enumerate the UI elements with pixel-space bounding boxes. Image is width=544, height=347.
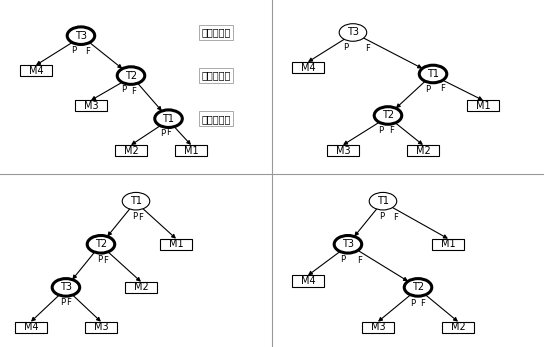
Text: F: F xyxy=(85,47,90,56)
Circle shape xyxy=(369,192,397,210)
Text: F: F xyxy=(138,213,143,222)
Text: F: F xyxy=(66,298,71,307)
FancyBboxPatch shape xyxy=(75,100,107,111)
Text: M4: M4 xyxy=(23,322,38,332)
Text: P: P xyxy=(340,255,345,264)
FancyBboxPatch shape xyxy=(362,322,394,333)
FancyBboxPatch shape xyxy=(432,239,464,250)
FancyBboxPatch shape xyxy=(15,322,47,333)
Text: P: P xyxy=(97,255,102,264)
Text: P: P xyxy=(378,126,383,135)
Text: T2: T2 xyxy=(412,282,424,293)
Circle shape xyxy=(52,279,79,296)
Text: P: P xyxy=(71,46,76,55)
Circle shape xyxy=(154,110,182,127)
Text: M2: M2 xyxy=(123,146,138,155)
Text: M3: M3 xyxy=(336,146,350,155)
FancyBboxPatch shape xyxy=(115,145,147,156)
Text: T1: T1 xyxy=(377,196,389,206)
Text: P: P xyxy=(160,128,165,137)
Circle shape xyxy=(67,27,95,44)
FancyBboxPatch shape xyxy=(20,65,52,76)
Text: P: P xyxy=(425,85,431,94)
Text: T1: T1 xyxy=(130,196,142,206)
Text: M1: M1 xyxy=(169,239,183,249)
Text: T2: T2 xyxy=(382,110,394,120)
Text: T3: T3 xyxy=(75,31,87,41)
FancyBboxPatch shape xyxy=(125,282,157,293)
Text: M2: M2 xyxy=(450,322,466,332)
Text: F: F xyxy=(166,128,170,137)
Text: T2: T2 xyxy=(125,70,137,81)
Text: P: P xyxy=(132,212,137,221)
Text: M1: M1 xyxy=(476,101,490,111)
FancyBboxPatch shape xyxy=(292,62,324,73)
Text: M1: M1 xyxy=(441,239,455,249)
Text: F: F xyxy=(366,44,370,53)
Circle shape xyxy=(87,236,115,253)
FancyBboxPatch shape xyxy=(175,145,207,156)
Text: M4: M4 xyxy=(29,66,43,76)
Text: M2: M2 xyxy=(416,146,430,155)
Text: F: F xyxy=(393,213,398,222)
FancyBboxPatch shape xyxy=(407,145,439,156)
Circle shape xyxy=(404,279,432,296)
FancyBboxPatch shape xyxy=(442,322,474,333)
Text: M3: M3 xyxy=(84,101,98,111)
Text: M2: M2 xyxy=(134,282,149,293)
Text: M3: M3 xyxy=(94,322,108,332)
FancyBboxPatch shape xyxy=(85,322,118,333)
Circle shape xyxy=(118,67,145,84)
Text: P: P xyxy=(60,298,65,307)
Circle shape xyxy=(419,65,447,83)
Text: F: F xyxy=(103,256,108,265)
Text: 第一步测试: 第一步测试 xyxy=(201,27,231,37)
FancyBboxPatch shape xyxy=(467,100,499,111)
Text: 第三步测试: 第三步测试 xyxy=(201,114,231,124)
Text: M1: M1 xyxy=(184,146,199,155)
Text: T3: T3 xyxy=(342,239,354,249)
Circle shape xyxy=(334,236,362,253)
Text: T1: T1 xyxy=(427,69,439,79)
FancyBboxPatch shape xyxy=(326,145,359,156)
Text: F: F xyxy=(131,87,135,96)
FancyBboxPatch shape xyxy=(160,239,193,250)
Text: T3: T3 xyxy=(347,27,359,37)
Text: P: P xyxy=(122,85,127,94)
Text: F: F xyxy=(357,256,362,265)
Text: M4: M4 xyxy=(301,276,315,286)
FancyBboxPatch shape xyxy=(292,276,324,287)
Text: F: F xyxy=(441,84,446,93)
Text: T3: T3 xyxy=(60,282,72,293)
Text: T1: T1 xyxy=(163,114,175,124)
Circle shape xyxy=(339,24,367,41)
Text: P: P xyxy=(379,212,384,221)
Circle shape xyxy=(374,107,401,124)
Text: F: F xyxy=(421,298,425,307)
Text: T2: T2 xyxy=(95,239,107,249)
Text: M4: M4 xyxy=(301,62,315,73)
Text: P: P xyxy=(343,43,348,52)
Text: 第二步测试: 第二步测试 xyxy=(201,70,231,81)
Circle shape xyxy=(122,192,150,210)
Text: F: F xyxy=(390,126,394,135)
Text: P: P xyxy=(411,298,416,307)
Text: M3: M3 xyxy=(370,322,385,332)
